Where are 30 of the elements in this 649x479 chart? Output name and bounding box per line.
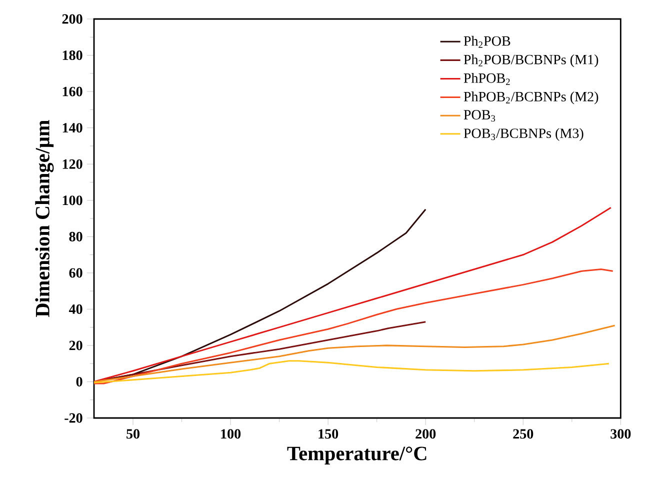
- y-axis-title: Dimension Change/μm: [35, 120, 54, 317]
- x-axis-title: Temperature/°C: [287, 446, 426, 464]
- x-tick-label: 50: [126, 429, 140, 439]
- x-tick-label: 200: [416, 429, 436, 439]
- line-series: [94, 324, 616, 382]
- legend-label: Ph$_{2}$POB: [464, 36, 510, 48]
- legend-label: POB$_{3}$: [464, 110, 496, 122]
- y-tick-label: 140: [62, 123, 82, 133]
- line-series: [94, 206, 612, 382]
- y-tick-label: 0: [76, 376, 82, 386]
- x-tick-label: 150: [318, 429, 338, 439]
- line-series: [94, 360, 610, 384]
- y-tick-label: 200: [62, 14, 82, 24]
- legend-label: POB$_{3}$/BCBNPs (M3): [464, 128, 584, 141]
- y-tick-label: 20: [69, 340, 82, 350]
- x-tick-label: 300: [610, 429, 631, 439]
- legend-label: PhPOB$_{2}$/BCBNPs (M2): [464, 92, 598, 104]
- legend-label: PhPOB$_{2}$: [464, 72, 510, 85]
- y-tick-label: 80: [69, 232, 82, 242]
- y-tick-label: 100: [62, 196, 82, 206]
- y-tick-label: -20: [64, 413, 82, 423]
- y-tick-label: 180: [62, 50, 82, 60]
- y-tick-label: 160: [62, 86, 82, 96]
- x-tick-label: 100: [221, 429, 241, 439]
- legend-label: Ph$_{2}$POB/BCBNPs (M1): [464, 54, 598, 68]
- line-series: [94, 268, 614, 384]
- x-tick-label: 250: [513, 429, 534, 439]
- y-tick-label: 60: [69, 268, 82, 278]
- y-tick-label: 120: [62, 159, 82, 169]
- y-tick-label: 40: [68, 304, 82, 314]
